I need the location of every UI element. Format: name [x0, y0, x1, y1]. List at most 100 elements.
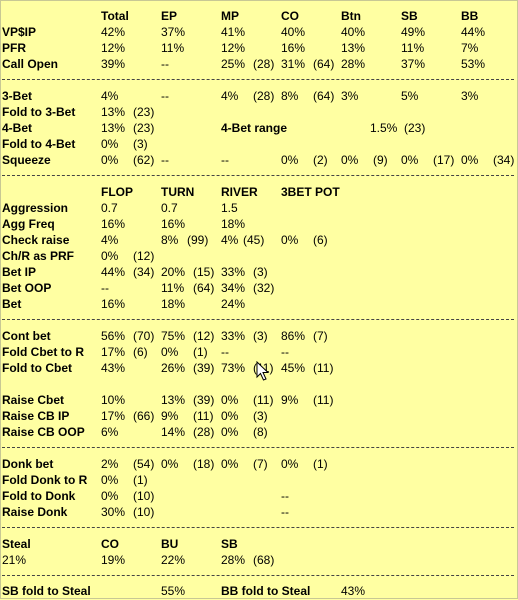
stat-cell: 4% [101, 233, 119, 247]
sample-count: (54) [133, 457, 155, 471]
stat-label: 3-Bet [2, 89, 33, 103]
col-header-bu: BU [161, 537, 179, 551]
section-divider [2, 79, 514, 80]
sample-count: (10) [133, 489, 155, 503]
stat-cell: 16% [101, 297, 126, 311]
sample-count: (34) [133, 265, 155, 279]
stat-cell: 33% [221, 329, 246, 343]
sample-count: (9) [373, 153, 388, 167]
stat-cell: 28% [341, 57, 366, 71]
stat-cell: 2% [101, 457, 119, 471]
stat-label: Fold to Cbet [2, 361, 72, 375]
stat-cell: -- [281, 489, 289, 503]
stat-label: Ch/R as PRF [2, 249, 75, 263]
stat-cell: 13% [101, 121, 126, 135]
stat-cell: 28% [221, 553, 246, 567]
col-header-total: Total [101, 9, 129, 23]
sample-count: (12) [193, 329, 215, 343]
sample-count: (18) [193, 457, 215, 471]
stat-cell: -- [281, 505, 289, 519]
stat-cell: 4% [221, 89, 239, 103]
col-header-flop: FLOP [101, 185, 133, 199]
sample-count: (11) [313, 393, 334, 407]
sample-count: (3) [253, 409, 268, 423]
sample-count: (1) [133, 473, 148, 487]
stat-cell: 0% [281, 233, 299, 247]
stat-cell: 4% [221, 233, 239, 247]
sample-count: (3) [253, 329, 268, 343]
stat-cell: 37% [161, 25, 186, 39]
col-header-bb: BB [461, 9, 479, 23]
stat-cell: 26% [161, 361, 186, 375]
sample-count: (1) [193, 345, 208, 359]
stat-label: Fold Cbet to R [2, 345, 84, 359]
col-header-mp: MP [221, 9, 239, 23]
sample-count: (7) [253, 457, 268, 471]
col-header-sb: SB [401, 9, 418, 23]
stat-cell: -- [221, 345, 229, 359]
col-header-3bet-pot: 3BET POT [281, 185, 340, 199]
stat-cell: 10% [101, 393, 126, 407]
stat-cell: 18% [161, 297, 186, 311]
sample-count: (99) [187, 233, 209, 247]
stat-cell: 24% [221, 297, 246, 311]
sample-count: (62) [133, 153, 155, 167]
sample-count: (28) [253, 89, 275, 103]
stat-label: Check raise [2, 233, 70, 247]
sample-count: (23) [133, 105, 155, 119]
stat-cell: 3% [341, 89, 359, 103]
stat-cell: 86% [281, 329, 306, 343]
section-divider [2, 447, 514, 448]
stat-label: Bet [2, 297, 22, 311]
stat-label-4bet-range: 4-Bet range [221, 121, 288, 135]
stat-cell: 13% [161, 393, 186, 407]
stat-cell: 17% [101, 345, 126, 359]
stat-cell: 25% [221, 57, 246, 71]
stat-label-bb-fold-to-steal: BB fold to Steal [221, 584, 311, 598]
stat-cell: 44% [101, 265, 126, 279]
stat-label: 4-Bet [2, 121, 33, 135]
stat-cell: 39% [101, 57, 126, 71]
sample-count: (34) [493, 153, 515, 167]
stat-cell: 7% [461, 41, 479, 55]
sample-count: (12) [133, 249, 155, 263]
stat-cell: 9% [281, 393, 299, 407]
stat-label: Fold to 4-Bet [2, 137, 76, 151]
sample-count: (45) [243, 233, 265, 247]
stat-cell: 0% [221, 457, 239, 471]
col-header-ep: EP [161, 9, 178, 23]
stat-cell: 22% [161, 553, 186, 567]
stat-cell: -- [161, 153, 169, 167]
stat-cell: 34% [221, 281, 246, 295]
stat-cell: 37% [401, 57, 426, 71]
stat-cell: 0% [401, 153, 419, 167]
stat-cell: 13% [101, 105, 126, 119]
stat-label: Aggression [2, 201, 69, 215]
stat-cell: 5% [401, 89, 419, 103]
stat-cell: 0% [221, 409, 239, 423]
stat-label: Bet OOP [2, 281, 52, 295]
stat-cell: 13% [341, 41, 366, 55]
stat-cell: 20% [161, 265, 186, 279]
sample-count: (70) [133, 329, 155, 343]
col-header-river: RIVER [221, 185, 258, 199]
col-header-sb: SB [221, 537, 238, 551]
stat-cell: 73% [221, 361, 246, 375]
stat-label: PFR [2, 41, 26, 55]
col-header-btn: Btn [341, 9, 361, 23]
stat-cell: 8% [161, 233, 179, 247]
stat-cell: 19% [101, 553, 126, 567]
stat-cell: 44% [461, 25, 486, 39]
stat-cell: 14% [161, 425, 186, 439]
stat-label: Agg Freq [2, 217, 55, 231]
section-divider [2, 319, 514, 320]
stat-cell: 0% [221, 393, 239, 407]
stat-cell: 53% [461, 57, 486, 71]
stat-cell: 0% [161, 457, 179, 471]
stat-label: Fold Donk to R [2, 473, 88, 487]
stat-cell: 11% [161, 281, 185, 295]
sample-count: (28) [253, 57, 275, 71]
sample-count: (8) [253, 425, 268, 439]
stat-cell: 40% [341, 25, 366, 39]
stat-cell: 40% [281, 25, 306, 39]
